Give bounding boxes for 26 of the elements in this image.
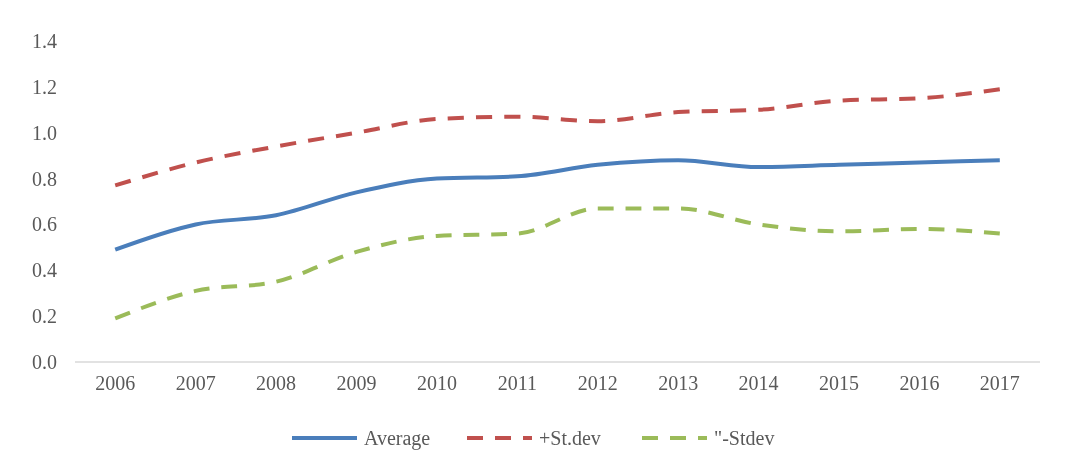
y-tick-label: 0.4 bbox=[32, 259, 57, 282]
line-series bbox=[113, 87, 1002, 188]
x-tick-label: 2013 bbox=[658, 372, 699, 394]
x-tick-label: 2016 bbox=[899, 372, 940, 394]
x-tick-label: 2012 bbox=[577, 372, 618, 394]
y-tick-label: 0.0 bbox=[32, 351, 57, 373]
x-tick-label: 2017 bbox=[979, 372, 1020, 394]
x-tick-label: 2011 bbox=[497, 372, 537, 394]
x-tick-label: 2007 bbox=[175, 372, 216, 394]
y-tick-label: 1.2 bbox=[32, 75, 57, 98]
y-tick-label: 1.4 bbox=[32, 30, 57, 52]
line-series bbox=[113, 158, 1002, 252]
y-tick-label: 0.2 bbox=[32, 305, 57, 328]
legend-label: Average bbox=[364, 427, 431, 450]
x-tick-label: 2010 bbox=[416, 372, 457, 394]
x-tick-label: 2014 bbox=[738, 372, 779, 394]
y-tick-label: 0.8 bbox=[32, 167, 57, 190]
line-series bbox=[113, 206, 1002, 321]
x-tick-label: 2006 bbox=[95, 372, 136, 394]
x-tick-label: 2008 bbox=[256, 372, 297, 394]
x-tick-label: 2009 bbox=[336, 372, 377, 394]
legend-label: +St.dev bbox=[539, 427, 601, 449]
legend-label: "-Stdev bbox=[714, 427, 775, 449]
y-tick-label: 0.6 bbox=[32, 213, 57, 236]
y-tick-label: 1.0 bbox=[32, 121, 57, 144]
x-tick-label: 2015 bbox=[818, 372, 859, 394]
